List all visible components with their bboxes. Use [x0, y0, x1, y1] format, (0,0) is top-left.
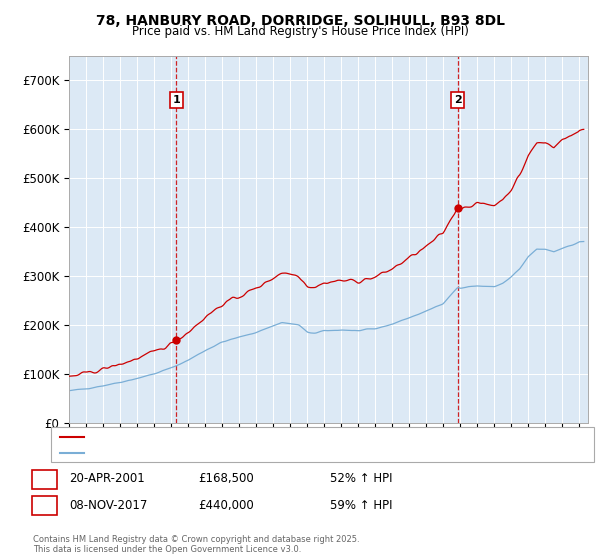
Text: 2: 2 [454, 95, 461, 105]
Text: 2: 2 [40, 498, 49, 512]
Text: 1: 1 [172, 95, 180, 105]
Text: HPI: Average price, semi-detached house, Solihull: HPI: Average price, semi-detached house,… [90, 449, 350, 458]
Text: 52% ↑ HPI: 52% ↑ HPI [330, 472, 392, 486]
Text: 78, HANBURY ROAD, DORRIDGE, SOLIHULL, B93 8DL: 78, HANBURY ROAD, DORRIDGE, SOLIHULL, B9… [95, 14, 505, 28]
Text: £440,000: £440,000 [198, 498, 254, 512]
Text: 08-NOV-2017: 08-NOV-2017 [69, 498, 148, 512]
Text: Contains HM Land Registry data © Crown copyright and database right 2025.
This d: Contains HM Land Registry data © Crown c… [33, 535, 359, 554]
Text: 59% ↑ HPI: 59% ↑ HPI [330, 498, 392, 512]
Text: 78, HANBURY ROAD, DORRIDGE, SOLIHULL, B93 8DL (semi-detached house): 78, HANBURY ROAD, DORRIDGE, SOLIHULL, B9… [90, 432, 487, 442]
Text: 20-APR-2001: 20-APR-2001 [69, 472, 145, 486]
Text: £168,500: £168,500 [198, 472, 254, 486]
Text: 1: 1 [40, 472, 49, 486]
Text: Price paid vs. HM Land Registry's House Price Index (HPI): Price paid vs. HM Land Registry's House … [131, 25, 469, 38]
